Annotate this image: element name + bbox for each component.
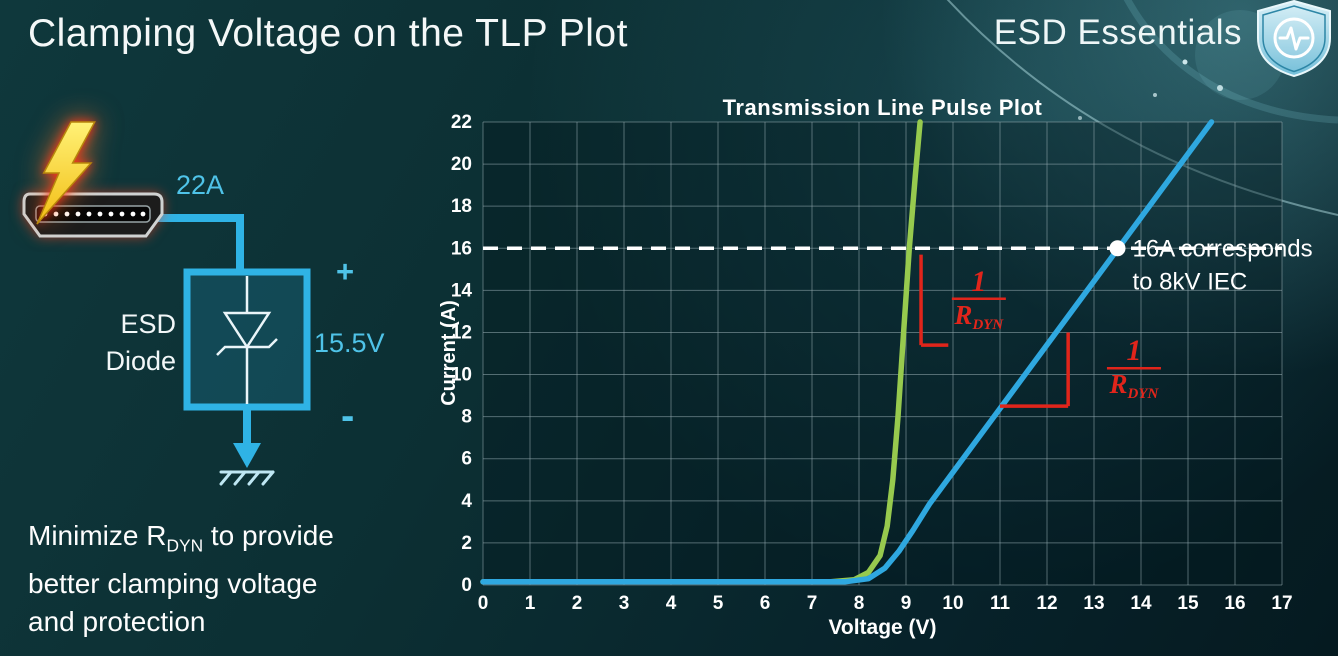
y-tick-label: 20 <box>451 154 472 175</box>
16a-marker-dot <box>1109 240 1126 257</box>
x-tick-label: 13 <box>1083 593 1104 614</box>
tlp-chart: Transmission Line Pulse Plot Current (A)… <box>438 95 1338 656</box>
chart-title: Transmission Line Pulse Plot <box>722 95 1043 120</box>
x-tick-label: 17 <box>1271 593 1292 614</box>
esd-diode-label: ESD Diode <box>60 306 176 380</box>
down-arrow-icon <box>233 443 261 468</box>
y-tick-label: 16 <box>451 238 472 259</box>
tvs-diode-symbol <box>216 276 278 404</box>
16a-marker-label: 16A corresponds to 8kV IEC <box>1133 235 1313 295</box>
y-tick-label: 6 <box>461 449 472 470</box>
y-tick-label: 14 <box>451 280 473 301</box>
esd-diode-label-line2: Diode <box>105 346 176 376</box>
hdmi-connector-icon <box>22 192 164 238</box>
plus-sign: + <box>336 254 355 289</box>
y-tick-label: 18 <box>451 196 472 217</box>
y-tick-label: 2 <box>461 533 472 554</box>
rdyn-fraction-numerator: 1 <box>971 265 986 298</box>
x-tick-label: 11 <box>990 593 1011 614</box>
note-line-1: Minimize RDYN to provide <box>28 520 334 556</box>
minus-sign: - <box>341 394 355 438</box>
x-tick-label: 16 <box>1224 593 1245 614</box>
note-line-2: better clamping voltage <box>28 567 318 599</box>
x-tick-label: 9 <box>901 593 912 614</box>
y-tick-label: 10 <box>451 365 472 386</box>
x-tick-label: 1 <box>525 593 536 614</box>
x-tick-label: 0 <box>478 593 489 614</box>
y-tick-label: 4 <box>461 491 472 512</box>
esd-diode-box <box>183 268 311 411</box>
note-text: Minimize RDYN to provide better clamping… <box>28 517 334 641</box>
x-tick-label: 12 <box>1036 593 1057 614</box>
x-tick-label: 7 <box>807 593 818 614</box>
tlp-plot-svg: 0 1 2 3 4 5 6 7 8 9 10 11 12 13 14 15 16 1702468101214161… <box>451 112 1313 614</box>
y-tick-label: 8 <box>461 407 472 428</box>
shield-pulse-icon <box>1257 0 1331 78</box>
rdyn-fraction-numerator: 1 <box>1126 334 1141 367</box>
esd-circuit-diagram <box>22 121 311 486</box>
x-tick-label: 3 <box>619 593 630 614</box>
plot-area <box>483 122 1282 585</box>
note-line-3: and protection <box>28 605 206 637</box>
x-axis-title: Voltage (V) <box>828 616 937 639</box>
ground-symbol-icon <box>219 470 275 486</box>
x-tick-label: 4 <box>666 593 677 614</box>
surge-current-label: 22A <box>176 170 225 200</box>
x-tick-label: 5 <box>713 593 724 614</box>
lightning-bolt-icon <box>36 121 96 225</box>
surge-wire <box>150 214 244 274</box>
x-tick-label: 14 <box>1130 593 1152 614</box>
high-rdyn-diode-curve <box>480 119 1215 585</box>
y-tick-label: 22 <box>451 112 472 133</box>
page-title: Clamping Voltage on the TLP Plot <box>28 12 628 55</box>
x-tick-label: 6 <box>760 593 771 614</box>
y-tick-label: 0 <box>461 575 472 596</box>
x-tick-label: 15 <box>1177 593 1199 614</box>
x-tick-label: 10 <box>942 593 963 614</box>
x-tick-label: 8 <box>854 593 865 614</box>
x-tick-label: 2 <box>572 593 583 614</box>
clamp-voltage-label: 15.5V <box>314 328 385 358</box>
y-tick-label: 12 <box>451 322 472 343</box>
brand-name: ESD Essentials <box>993 13 1242 52</box>
esd-diode-label-line1: ESD <box>120 309 176 339</box>
